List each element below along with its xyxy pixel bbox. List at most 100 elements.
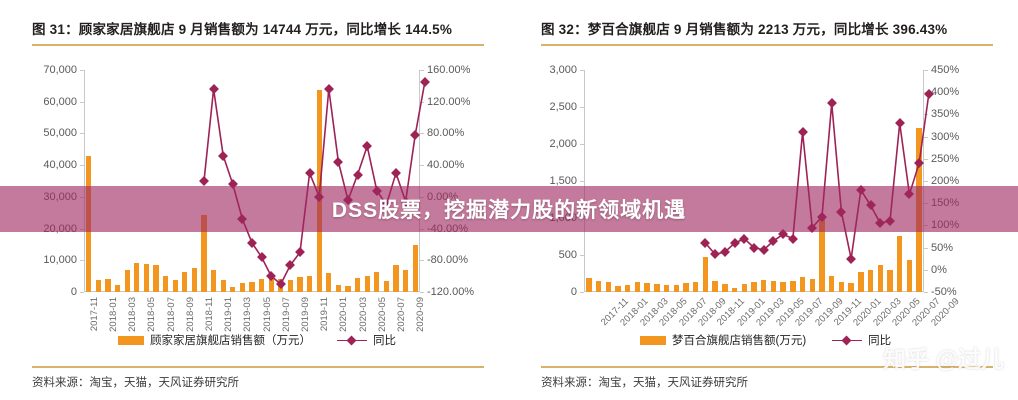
x-tick-label: 2020-03 (357, 297, 369, 332)
y-tick (580, 255, 584, 256)
y2-tick-label: 450% (931, 64, 960, 76)
bar (258, 279, 265, 292)
x-tick-label: 2018-01 (108, 297, 119, 332)
bar (201, 215, 207, 292)
y-tick-label: 2,000 (549, 138, 577, 150)
legend-label: 同比 (868, 335, 892, 347)
y-tick (580, 70, 584, 71)
bar (230, 286, 236, 292)
y-tick-label: 1,500 (549, 175, 577, 187)
overlay-banner: DSS股票，挖掘潜力股的新领域机遇 (0, 186, 1018, 232)
y-tick-label: 40,000 (43, 159, 77, 172)
figure-31-plot-area: 010,00020,00030,00040,00050,00060,00070,… (43, 64, 474, 332)
bar (124, 270, 130, 292)
figure-31-legend: 顾家家居旗舰店销售额（万元） 同比 (118, 332, 396, 348)
y-tick (80, 292, 84, 293)
legend-bar-swatch-icon (118, 335, 144, 345)
bar (268, 277, 274, 292)
bar (790, 280, 796, 292)
bar (364, 276, 370, 292)
bar (220, 279, 226, 292)
y2-tick (924, 292, 928, 293)
x-tick-label: 2018-11 (204, 297, 215, 332)
bar (114, 284, 121, 292)
bar (761, 280, 767, 292)
y2-tick (924, 136, 928, 138)
bar (673, 284, 679, 292)
figure-31-title: 图 31：顾家家居旗舰店 9 月销售额为 14744 万元，同比增长 144.5… (32, 22, 453, 37)
y2-tick-label: 40.00% (427, 159, 465, 172)
bar (595, 280, 602, 292)
bar (605, 282, 611, 292)
y2-tick-label: -120.00% (427, 286, 475, 298)
bar (239, 282, 246, 292)
bar (858, 272, 864, 292)
bar (287, 279, 294, 292)
y2-tick (420, 165, 424, 167)
y2-tick (420, 260, 424, 262)
x-tick-label: 2018-05 (146, 297, 158, 332)
y2-tick (924, 269, 928, 271)
bar (829, 276, 835, 292)
x-tick-label: 2018-09 (184, 297, 196, 332)
x-tick-label: 2019-11 (319, 297, 331, 332)
y-tick-label: 0 (570, 286, 577, 298)
y2-tick (420, 101, 424, 103)
figure-32-y-axis (584, 70, 585, 292)
x-tick-label: 2020-05 (376, 297, 388, 332)
x-tick-label: 2017-11 (88, 297, 100, 332)
legend-line-marker-icon (337, 336, 367, 345)
x-tick-label: 2018-03 (127, 297, 139, 332)
figure-32-plot-area: 05001,0001,5002,0002,5003,000-50%0%50%10… (549, 64, 961, 328)
y-tick (80, 133, 84, 135)
x-tick-label: 2019-09 (300, 297, 311, 332)
bar (741, 283, 747, 292)
y2-tick (420, 70, 424, 71)
y2-tick-label: 400% (931, 86, 960, 99)
y-tick (580, 107, 584, 108)
bar (615, 286, 621, 292)
y-tick-label: 500 (558, 249, 577, 261)
y2-tick (420, 292, 424, 293)
y2-tick-label: -50% (931, 286, 957, 298)
y-tick-label: 10,000 (43, 254, 77, 267)
figure-32-title-rule (541, 44, 993, 46)
x-tick-label: 2019-07 (280, 297, 292, 332)
bar (153, 264, 159, 292)
y-tick (580, 144, 584, 145)
y-tick (80, 101, 84, 103)
legend-item: 梦百合旗舰店销售额(万元) (640, 332, 806, 348)
bar (393, 265, 399, 292)
bar (134, 262, 140, 292)
figure-32-footer-rule (541, 366, 993, 368)
bar (799, 277, 806, 292)
bar (887, 269, 893, 292)
x-tick-label: 2018-07 (165, 297, 177, 332)
bar (712, 280, 718, 292)
bar (663, 285, 670, 292)
y2-tick-label: -80.00% (427, 254, 468, 267)
bar (809, 278, 815, 292)
bar (906, 260, 913, 292)
legend-bar-swatch-icon (640, 335, 666, 345)
legend-label: 梦百合旗舰店销售额(万元) (672, 335, 807, 347)
y2-tick-label: 200% (931, 175, 960, 187)
watermark: 知乎 @过儿 (883, 346, 1004, 372)
figure-31-y-axis (84, 70, 85, 292)
bar (105, 278, 111, 292)
y2-tick (420, 133, 424, 135)
bar (95, 279, 102, 292)
y-tick (80, 70, 84, 71)
x-tick-label: 2020-07 (396, 297, 407, 332)
bar (383, 280, 390, 292)
overlay-banner-text: DSS股票，挖掘潜力股的新领域机遇 (331, 199, 687, 222)
y2-tick-label: 250% (931, 152, 960, 165)
y-tick-label: 0 (70, 286, 77, 298)
bar (838, 282, 845, 292)
bar (182, 272, 188, 292)
bar (249, 281, 255, 292)
legend-label: 同比 (373, 335, 396, 347)
y-tick (580, 181, 584, 182)
legend-item: 同比 (832, 332, 891, 348)
